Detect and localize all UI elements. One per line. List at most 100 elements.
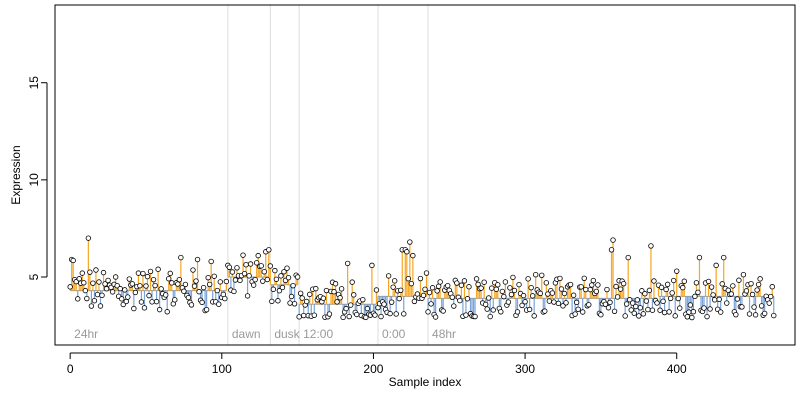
data-point (516, 281, 522, 288)
data-point (657, 307, 663, 313)
data-point (304, 298, 310, 305)
region-label: dusk (274, 327, 300, 341)
data-point (586, 302, 592, 308)
data-point (628, 307, 634, 313)
data-point (200, 284, 207, 291)
data-point (434, 288, 440, 294)
data-point (393, 311, 399, 317)
x-axis-title: Sample index (389, 375, 462, 389)
data-point (749, 291, 756, 298)
data-point (667, 295, 674, 302)
data-point (710, 292, 716, 298)
data-point (695, 289, 701, 296)
data-point (686, 309, 692, 315)
data-point (94, 291, 101, 298)
data-point (437, 279, 443, 285)
data-point (320, 295, 327, 301)
data-point (473, 276, 480, 282)
data-point (677, 305, 683, 311)
data-point (428, 301, 434, 307)
data-point (640, 311, 647, 317)
data-point (728, 291, 735, 297)
data-point (343, 305, 349, 312)
data-point (501, 293, 507, 300)
data-point (363, 314, 369, 321)
data-point (508, 291, 515, 298)
y-axis: 5 10 15 (27, 76, 48, 280)
data-point (267, 263, 274, 269)
data-point (109, 289, 116, 295)
data-point (82, 287, 89, 294)
data-point (281, 269, 287, 275)
data-point (684, 314, 691, 320)
data-point (689, 314, 695, 321)
data-point (680, 284, 686, 291)
data-point (401, 311, 407, 317)
data-point (549, 290, 556, 296)
data-point (222, 295, 228, 302)
data-point (643, 298, 650, 304)
data-point (272, 267, 278, 274)
data-point (364, 305, 371, 312)
data-point (338, 286, 345, 292)
data-point (231, 288, 237, 295)
data-point (454, 280, 460, 286)
data-point (405, 276, 412, 282)
data-point (404, 249, 410, 255)
data-point (587, 286, 593, 293)
data-point (666, 309, 672, 315)
data-point (261, 269, 267, 275)
data-point (590, 277, 597, 284)
region-labels: 24hr dawn dusk 12:00 0:00 48hr (74, 327, 456, 341)
data-point (155, 266, 161, 272)
region-label: dawn (232, 327, 261, 341)
data-point (408, 280, 415, 287)
x-tick-label: 200 (363, 362, 383, 376)
data-point (411, 298, 418, 305)
data-point (340, 314, 346, 321)
data-point (605, 305, 612, 311)
data-point (610, 237, 616, 243)
data-point (484, 306, 490, 312)
data-point (313, 285, 319, 292)
data-point (730, 283, 736, 289)
data-point (604, 286, 610, 293)
data-point (771, 312, 777, 319)
data-point (360, 296, 366, 303)
data-point (156, 306, 163, 313)
data-point (543, 280, 550, 286)
data-point (485, 295, 492, 301)
data-point (654, 300, 660, 306)
data-point (166, 275, 172, 282)
data-point (593, 288, 600, 295)
data-point (440, 308, 446, 314)
data-point (372, 312, 378, 318)
data-point (243, 262, 249, 268)
data-point (194, 256, 201, 263)
data-point (240, 252, 246, 258)
data-point (704, 313, 710, 320)
data-point (693, 280, 700, 286)
data-point (558, 286, 565, 292)
data-point (445, 282, 451, 289)
data-point (99, 292, 105, 299)
data-point (100, 269, 107, 276)
data-point (146, 292, 152, 299)
data-point (167, 270, 173, 277)
data-point (378, 313, 384, 320)
data-point (630, 300, 636, 306)
data-point (705, 278, 712, 285)
data-point (580, 309, 586, 315)
data-point (766, 300, 772, 306)
data-point (743, 288, 750, 294)
data-point (573, 299, 580, 306)
data-point (349, 279, 355, 285)
data-point (84, 295, 90, 302)
data-point (696, 254, 703, 261)
data-point (690, 309, 697, 315)
data-point (505, 299, 512, 305)
data-point (664, 281, 671, 288)
data-point (646, 287, 653, 294)
data-point (769, 284, 775, 290)
data-point (214, 287, 220, 294)
